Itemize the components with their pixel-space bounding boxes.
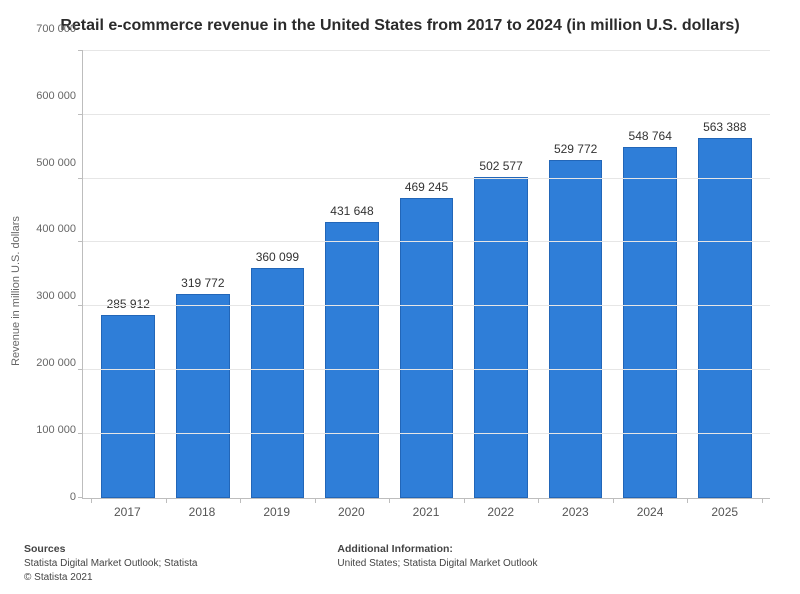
bar-slot: 502 577 xyxy=(464,51,539,498)
y-tick-mark xyxy=(78,497,83,498)
x-tick-mark xyxy=(687,498,688,503)
chart-zone: Revenue in million U.S. dollars 0100 000… xyxy=(20,51,780,519)
x-tick-mark xyxy=(166,498,167,503)
x-tick-mark xyxy=(464,498,465,503)
chart-footer: Sources Statista Digital Market Outlook;… xyxy=(20,519,780,584)
y-tick-label: 200 000 xyxy=(36,357,76,369)
bar xyxy=(101,315,155,498)
y-tick-label: 400 000 xyxy=(36,223,76,235)
bar xyxy=(400,198,454,498)
x-tick-label: 2022 xyxy=(463,505,538,519)
bar-slot: 360 099 xyxy=(240,51,315,498)
gridline xyxy=(83,241,770,242)
bar-value-label: 563 388 xyxy=(703,120,746,134)
bar xyxy=(549,160,603,498)
x-tick-mark xyxy=(240,498,241,503)
chart-container: Retail e-commerce revenue in the United … xyxy=(0,0,800,594)
gridline xyxy=(83,178,770,179)
plot-wrap: 285 912 319 772 360 099 431 648 469 245 502 5… xyxy=(82,51,780,519)
x-tick-mark xyxy=(762,498,763,503)
gridline xyxy=(83,369,770,370)
x-tick-label: 2018 xyxy=(165,505,240,519)
x-tick-label: 2020 xyxy=(314,505,389,519)
y-tick-mark xyxy=(78,305,83,306)
bar-value-label: 360 099 xyxy=(256,250,299,264)
x-tick-mark xyxy=(538,498,539,503)
bar xyxy=(474,177,528,498)
bar xyxy=(698,138,752,498)
sources-line: Statista Digital Market Outlook; Statist… xyxy=(24,557,197,571)
gridline xyxy=(83,114,770,115)
additional-header: Additional Information: xyxy=(337,543,537,555)
bar-slot: 548 764 xyxy=(613,51,688,498)
bar-slot: 431 648 xyxy=(315,51,390,498)
bar xyxy=(325,222,379,498)
bar-value-label: 548 764 xyxy=(629,129,672,143)
y-tick-mark xyxy=(78,178,83,179)
y-tick-mark xyxy=(78,369,83,370)
y-tick-mark xyxy=(78,50,83,51)
x-tick-mark xyxy=(613,498,614,503)
x-tick-mark xyxy=(315,498,316,503)
bars-group: 285 912 319 772 360 099 431 648 469 245 502 5… xyxy=(83,51,770,498)
y-tick-label: 0 xyxy=(70,491,76,503)
x-tick-mark xyxy=(91,498,92,503)
footer-sources: Sources Statista Digital Market Outlook;… xyxy=(24,543,197,584)
gridline xyxy=(83,50,770,51)
y-tick-label: 700 000 xyxy=(36,23,76,35)
sources-copyright: © Statista 2021 xyxy=(24,571,197,585)
x-axis-labels: 201720182019202020212022202320242025 xyxy=(82,499,770,519)
plot-area: 285 912 319 772 360 099 431 648 469 245 502 5… xyxy=(82,51,770,499)
x-tick-label: 2024 xyxy=(613,505,688,519)
y-tick-mark xyxy=(78,241,83,242)
bar xyxy=(623,147,677,498)
bar-slot: 285 912 xyxy=(91,51,166,498)
gridline xyxy=(83,433,770,434)
x-tick-mark xyxy=(389,498,390,503)
bar-value-label: 529 772 xyxy=(554,142,597,156)
y-tick-mark xyxy=(78,433,83,434)
bar-slot: 563 388 xyxy=(688,51,763,498)
x-tick-label: 2019 xyxy=(239,505,314,519)
bar-value-label: 431 648 xyxy=(330,204,373,218)
bar xyxy=(251,268,305,498)
bar-value-label: 285 912 xyxy=(107,297,150,311)
bar-value-label: 469 245 xyxy=(405,180,448,194)
y-axis-ticks: 0 100 000 200 000 300 000 400 000 500 000 600 … xyxy=(20,51,82,519)
x-tick-label: 2017 xyxy=(90,505,165,519)
chart-title: Retail e-commerce revenue in the United … xyxy=(20,16,780,51)
y-tick-mark xyxy=(78,114,83,115)
additional-line: United States; Statista Digital Market O… xyxy=(337,557,537,571)
bar-slot: 319 772 xyxy=(166,51,241,498)
x-tick-label: 2023 xyxy=(538,505,613,519)
y-tick-label: 600 000 xyxy=(36,90,76,102)
x-tick-label: 2025 xyxy=(687,505,762,519)
y-tick-label: 300 000 xyxy=(36,290,76,302)
x-tick-label: 2021 xyxy=(389,505,464,519)
bar-slot: 469 245 xyxy=(389,51,464,498)
bar xyxy=(176,294,230,498)
footer-additional: Additional Information: United States; S… xyxy=(337,543,537,584)
sources-header: Sources xyxy=(24,543,197,555)
bar-value-label: 502 577 xyxy=(479,159,522,173)
bar-slot: 529 772 xyxy=(538,51,613,498)
bar-value-label: 319 772 xyxy=(181,276,224,290)
y-tick-label: 100 000 xyxy=(36,424,76,436)
y-tick-label: 500 000 xyxy=(36,157,76,169)
gridline xyxy=(83,305,770,306)
